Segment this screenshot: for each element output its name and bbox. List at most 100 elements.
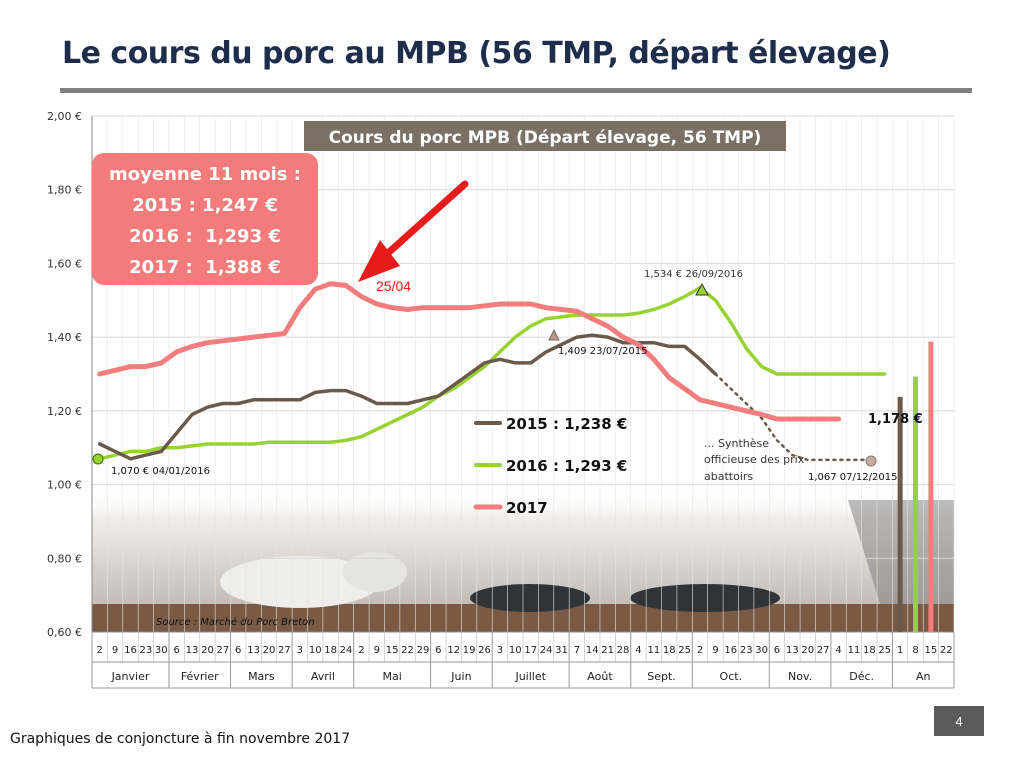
average-line-2015: 2015 : 1,247 € [132,195,278,216]
x-tick-label: 15 [386,645,399,656]
x-tick-label: 10 [509,645,522,656]
x-tick-label: 22 [401,645,414,656]
x-tick-label: 6 [235,645,241,656]
month-label: Mars [248,670,275,683]
x-tick-label: 6 [774,645,780,656]
x-tick-label: 14 [586,645,599,656]
y-tick-label: 1,20 € [47,405,82,418]
month-label: Juin [450,670,471,683]
x-tick-label: 7 [574,645,580,656]
x-tick-label: 11 [647,645,660,656]
source-text: Source : Marché du Porc Breton [156,616,315,628]
x-tick-label: 27 [278,645,291,656]
month-label: Avril [311,670,335,683]
x-tick-label: 23 [140,645,153,656]
x-tick-label: 19 [463,645,476,656]
x-tick-label: 27 [216,645,229,656]
chart: 0,60 € 0,80 € 1,00 € 1,20 € 1,40 € 1,60 € 1,80… [47,110,955,689]
x-tick-label: 24 [340,645,353,656]
legend: 2015 : 1,238 € 2016 : 1,293 € 2017 [473,415,627,517]
x-tick-label: 11 [848,645,861,656]
x-tick-label: 18 [863,645,876,656]
y-tick-label: 2,00 € [47,110,82,123]
x-tick-label: 2 [358,645,364,656]
x-tick-label: 23 [740,645,753,656]
slide-title: Le cours du porc au MPB (56 TMP, départ … [62,36,891,71]
legend-label-2017: 2017 [506,499,548,517]
label-2016-start: 1,070 € 04/01/2016 [111,466,210,477]
x-tick-label: 25 [878,645,891,656]
month-label: Déc. [849,670,874,683]
x-tick-label: 10 [309,645,322,656]
y-axis: 0,60 € 0,80 € 1,00 € 1,20 € 1,40 € 1,60 € 1,80… [47,110,93,639]
x-tick-label: 9 [112,645,118,656]
x-tick-label: 26 [478,645,491,656]
x-tick-label: 3 [297,645,303,656]
month-label: Janvier [111,670,150,683]
x-tick-label: 8 [912,645,918,656]
label-2015-high: 1,409 23/07/2015 [558,346,647,357]
x-tick-label: 13 [186,645,199,656]
x-tick-label: 17 [524,645,537,656]
y-tick-label: 1,80 € [47,184,82,197]
peak-arrow [358,180,469,282]
x-tick-label: 13 [786,645,799,656]
x-tick-label: 25 [678,645,691,656]
x-tick-label: 16 [124,645,137,656]
chart-title-bg [304,121,786,151]
x-tick-label: 6 [435,645,441,656]
x-tick-label: 30 [755,645,768,656]
note-line-1: ... Synthèse [704,437,769,450]
series-line [97,286,887,461]
month-label: Mai [383,670,402,683]
series-lines [97,281,887,462]
x-axis: 2 9 16 23 30 6 13 20 27 6 13 20 27 3 10 18 24 2 9 15 22 29 6 12… [91,631,955,689]
annual-bar-2016 [913,376,919,632]
title-divider [60,88,972,93]
x-tick-label: 4 [635,645,641,656]
y-tick-label: 0,80 € [47,552,82,565]
x-tick-label: 20 [201,645,214,656]
x-tick-label: 2 [97,645,103,656]
label-2017-last: 1,178 € [868,412,923,427]
x-tick-label: 20 [801,645,814,656]
label-2016-high: 1,534 € 26/09/2016 [644,269,743,280]
page-number: 4 [934,706,984,736]
annual-bars [897,341,934,632]
note-line-3: abattoirs [704,470,753,483]
x-tick-label: 16 [724,645,737,656]
x-tick-label: 22 [940,645,953,656]
x-tick-label: 21 [601,645,614,656]
x-tick-label: 1 [897,645,903,656]
legend-label-2015: 2015 : 1,238 € [506,415,627,433]
x-tick-label: 24 [540,645,553,656]
x-tick-label: 4 [835,645,841,656]
x-tick-label: 6 [173,645,179,656]
marker-2015-low [865,455,877,467]
month-label: Nov. [788,670,812,683]
x-tick-label: 15 [925,645,938,656]
x-tick-label: 28 [617,645,630,656]
x-tick-label: 18 [324,645,337,656]
x-tick-label: 3 [497,645,503,656]
month-label: Août [587,670,613,683]
y-tick-label: 0,60 € [47,626,82,639]
note-line-2: officieuse des prix [704,453,805,466]
note-text: ... Synthèse officieuse des prix abattoi… [704,437,808,483]
annual-bar-2015 [897,396,903,632]
month-label: Juillet [514,670,546,683]
y-tick-label: 1,60 € [47,257,82,270]
month-label: Oct. [720,670,743,683]
x-tick-label: 12 [447,645,460,656]
x-tick-label: 13 [247,645,260,656]
month-label: An [916,670,931,683]
average-line-2017: 2017 : 1,388 € [129,257,281,278]
month-label: Sept. [647,670,676,683]
series-line [714,372,871,462]
peak-2017-label: 25/04 [376,278,411,294]
marker-2016-high [695,282,709,296]
x-tick-label: 9 [374,645,380,656]
label-2015-low: 1,067 07/12/2015 [808,472,897,483]
x-tick-label: 2 [697,645,703,656]
legend-label-2016: 2016 : 1,293 € [506,457,627,475]
